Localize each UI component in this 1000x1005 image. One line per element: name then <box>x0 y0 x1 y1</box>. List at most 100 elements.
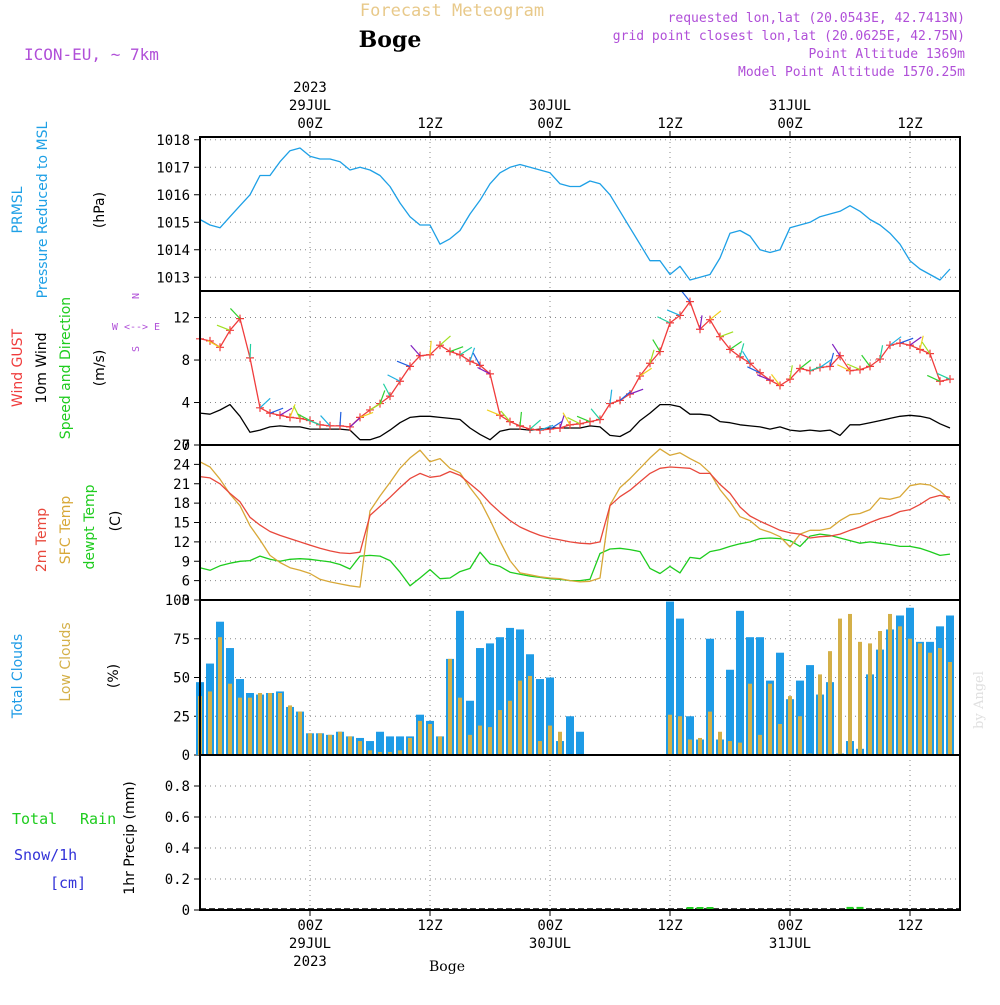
low-cloud-bar <box>248 697 252 755</box>
low-cloud-bar <box>478 725 482 755</box>
gust-marker <box>946 375 954 384</box>
low-cloud-bar <box>948 662 952 755</box>
precip-bar <box>696 907 704 910</box>
low-cloud-bar <box>908 638 912 755</box>
wind-direction-arrow <box>216 324 231 331</box>
gust-marker <box>466 357 474 366</box>
low-cloud-bar <box>768 683 772 755</box>
wind-unit: (m/s) <box>92 350 108 387</box>
low-cloud-bar <box>498 710 502 755</box>
wind-speed-line <box>199 403 951 441</box>
low-cloud-bar <box>858 641 862 755</box>
clouds-label-total: Total Clouds <box>10 634 26 719</box>
temp-label-dewpt: dewpt Temp <box>82 484 98 569</box>
low-cloud-bar <box>258 693 262 755</box>
low-cloud-bar <box>728 741 732 755</box>
panel-frame <box>199 754 961 911</box>
wind-direction-arrow <box>846 363 861 371</box>
precip-label-total: Total <box>12 810 57 828</box>
precip-label-rain: Rain <box>80 810 116 828</box>
wind-direction-arrow <box>293 405 301 419</box>
y-tick-label: 12 <box>173 535 190 551</box>
top-hour-label: 00Z <box>777 116 802 132</box>
gust-marker <box>556 424 564 433</box>
pressure-unit: (hPa) <box>92 192 108 228</box>
precip-bar <box>686 907 694 910</box>
total-cloud-bar <box>486 643 494 755</box>
total-cloud-bar <box>466 700 474 755</box>
temp-unit: (C) <box>108 511 124 532</box>
low-cloud-bar <box>408 737 412 755</box>
low-cloud-bar <box>368 750 372 755</box>
y-tick-label: 0 <box>182 903 190 919</box>
wind-direction-arrow <box>562 412 571 426</box>
wind-direction-arrow <box>831 343 841 357</box>
gust-marker <box>906 341 914 350</box>
y-tick-label: 1014 <box>156 243 190 259</box>
low-cloud-bar <box>548 725 552 755</box>
pressure-line <box>199 147 951 281</box>
low-cloud-bar <box>218 637 222 755</box>
low-cloud-bar <box>788 696 792 755</box>
low-cloud-bar <box>928 652 932 755</box>
wind-direction-arrow <box>719 331 734 338</box>
wind-direction-arrow <box>279 407 293 416</box>
total-cloud-bar <box>456 610 464 755</box>
wind-direction-arrow <box>349 417 361 428</box>
y-tick-label: 4 <box>182 396 190 412</box>
wind-direction-arrow <box>909 336 922 346</box>
low-cloud-bar <box>838 618 842 755</box>
wind-direction-arrow <box>889 336 902 346</box>
wind-direction-arrow <box>742 351 751 364</box>
gust-marker <box>446 347 454 356</box>
wind-direction-arrow <box>709 310 722 321</box>
low-cloud-bar <box>448 658 452 755</box>
gust-marker <box>886 341 894 350</box>
wind-direction-arrow <box>899 337 914 344</box>
pressure-label-prmsl: PRMSL <box>10 186 26 233</box>
wind-direction-arrow <box>921 341 931 354</box>
wind-direction-arrow <box>629 388 644 395</box>
wind-direction-arrow <box>519 411 523 426</box>
wind-direction-arrow <box>639 367 653 377</box>
wind-direction-arrow <box>576 415 591 423</box>
gust-marker <box>576 419 584 428</box>
gust-marker <box>726 345 734 354</box>
low-cloud-bar <box>488 727 492 755</box>
meteogram-title: Forecast Meteogram <box>360 1 544 21</box>
low-cloud-bar <box>238 697 242 755</box>
low-cloud-bar <box>338 731 342 755</box>
low-cloud-bar <box>428 724 432 755</box>
y-tick-label: 15 <box>173 516 190 532</box>
top-date-label: 30JUL <box>529 98 571 114</box>
wind-direction-arrow <box>649 349 655 364</box>
wind-direction-arrow <box>879 345 884 360</box>
total-cloud-bar <box>476 648 484 755</box>
gust-marker <box>526 425 534 434</box>
wind-direction-arrow <box>259 397 271 409</box>
wind-direction-arrow <box>477 366 491 375</box>
y-tick-label: 0.8 <box>165 779 190 795</box>
low-cloud-bar <box>458 697 462 755</box>
wind-direction-arrow <box>469 347 476 362</box>
bottom-hour-label: 00Z <box>777 918 802 934</box>
wind-direction-arrow <box>680 290 691 302</box>
low-cloud-bar <box>878 631 882 755</box>
top-hour-label: 12Z <box>417 116 442 132</box>
grid-point-coords: grid point closest lon,lat (20.0625E, 42… <box>613 29 965 44</box>
low-cloud-bar <box>328 734 332 755</box>
total-cloud-bar <box>506 627 514 755</box>
bottom-year-label: 2023 <box>293 954 327 970</box>
low-cloud-bar <box>778 724 782 755</box>
y-tick-label: 1015 <box>156 215 190 231</box>
wind-gust-line <box>199 300 951 431</box>
precip-bar <box>706 907 714 910</box>
bottom-hour-label: 12Z <box>657 918 682 934</box>
low-cloud-bar <box>208 691 212 755</box>
clouds-label-low: Low Clouds <box>58 622 74 701</box>
precip-bar <box>856 906 864 910</box>
wind-direction-arrow <box>657 316 671 324</box>
gust-marker <box>686 297 694 306</box>
low-cloud-bar <box>688 739 692 755</box>
low-cloud-bar <box>678 716 682 755</box>
